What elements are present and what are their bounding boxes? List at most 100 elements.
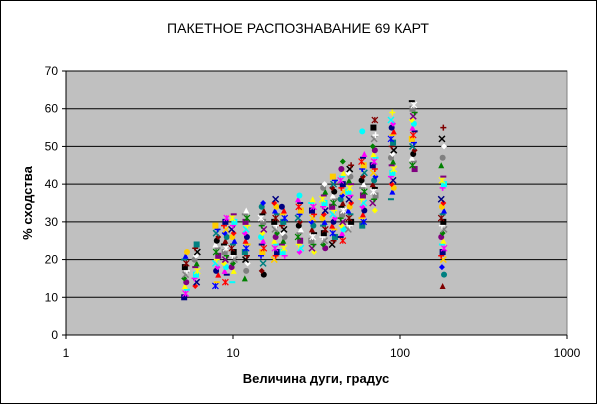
data-point	[272, 195, 280, 203]
data-point	[389, 188, 396, 195]
data-point	[441, 181, 448, 188]
data-point	[441, 143, 448, 150]
data-point	[243, 214, 251, 222]
y-axis-ticks: 0 10 20 30 40 50 60 70	[45, 64, 66, 342]
data-point	[361, 150, 368, 157]
data-point	[242, 237, 249, 244]
data-point	[181, 264, 188, 271]
data-point	[192, 271, 199, 278]
data-point	[409, 161, 416, 169]
data-point	[440, 175, 447, 178]
data-point	[222, 237, 229, 244]
data-point	[348, 162, 355, 169]
data-point	[230, 230, 237, 237]
y-tick-label: 50	[45, 139, 59, 153]
data-point	[358, 158, 365, 165]
data-point	[372, 192, 379, 199]
x-tick-label: 100	[390, 346, 410, 360]
data-point	[389, 169, 396, 176]
data-point	[296, 232, 303, 235]
data-point	[212, 248, 220, 256]
data-point	[229, 281, 236, 284]
data-point	[359, 186, 366, 189]
data-point	[193, 267, 201, 275]
data-point	[181, 282, 188, 289]
data-point	[411, 147, 418, 154]
data-point	[297, 226, 304, 233]
data-point	[215, 252, 222, 259]
data-point	[297, 207, 304, 214]
data-point	[338, 205, 345, 208]
data-point	[345, 214, 353, 222]
data-point	[359, 156, 366, 159]
data-point	[183, 249, 190, 256]
data-point	[329, 222, 336, 229]
data-point	[271, 244, 279, 252]
data-point	[308, 226, 315, 233]
data-point	[295, 203, 303, 211]
data-point	[408, 154, 415, 161]
data-point	[359, 128, 366, 135]
data-point	[309, 233, 317, 241]
data-point	[297, 237, 304, 244]
data-point	[409, 105, 416, 112]
data-point	[438, 162, 445, 169]
data-point	[437, 214, 445, 222]
data-point	[359, 211, 366, 218]
data-point	[271, 207, 278, 214]
data-point	[438, 176, 446, 184]
data-point	[329, 192, 336, 199]
x-tick-label: 1	[63, 346, 70, 360]
data-point	[274, 213, 281, 216]
data-point	[387, 116, 395, 124]
data-point	[388, 164, 395, 167]
data-point	[223, 214, 231, 222]
data-point	[389, 134, 396, 137]
data-point	[214, 247, 221, 250]
data-point	[390, 158, 397, 165]
data-point	[192, 266, 199, 269]
data-point	[331, 228, 338, 231]
y-tick-label: 0	[51, 328, 58, 342]
data-point	[279, 213, 286, 216]
data-point	[369, 181, 376, 188]
data-point	[260, 200, 267, 206]
data-point	[278, 203, 285, 210]
data-point	[322, 188, 329, 195]
data-point	[387, 198, 394, 201]
data-point	[438, 264, 445, 271]
data-point	[220, 243, 227, 246]
data-point	[409, 124, 416, 131]
data-point	[440, 200, 447, 206]
data-point	[231, 218, 238, 225]
data-point	[241, 275, 248, 282]
data-point	[359, 192, 366, 199]
data-point	[346, 177, 353, 184]
data-point	[345, 207, 352, 214]
data-point	[360, 162, 367, 169]
data-point	[222, 244, 230, 252]
data-point	[231, 237, 238, 244]
data-point	[321, 200, 328, 206]
data-point	[321, 181, 328, 188]
data-point	[339, 158, 346, 165]
data-point	[320, 194, 327, 197]
data-point	[295, 196, 302, 203]
data-point	[348, 218, 355, 225]
data-point	[346, 184, 354, 192]
x-axis-label: Величина дуги, градус	[243, 371, 390, 386]
data-point	[359, 222, 366, 229]
data-point	[243, 207, 250, 214]
data-point	[408, 135, 415, 142]
data-point	[347, 213, 354, 216]
y-tick-label: 10	[45, 290, 59, 304]
data-point	[348, 183, 355, 186]
data-point	[193, 241, 200, 248]
data-point	[278, 243, 285, 246]
data-point	[260, 218, 267, 225]
data-point	[214, 264, 221, 271]
data-point	[183, 288, 190, 291]
data-point	[390, 165, 398, 173]
